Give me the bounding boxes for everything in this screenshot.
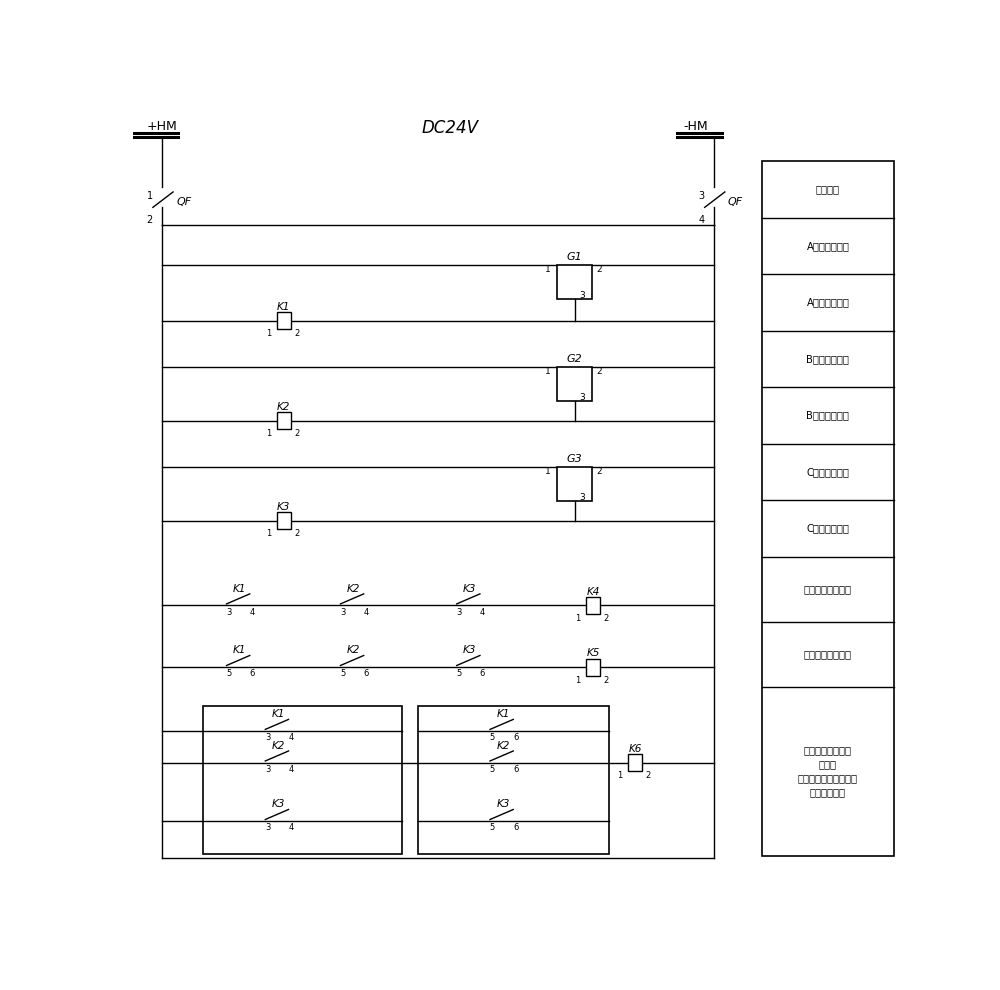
Text: B相距离传感器: B相距离传感器 bbox=[806, 354, 849, 364]
Bar bbox=[557, 265, 592, 299]
Text: DC24V: DC24V bbox=[422, 119, 479, 137]
Text: 1: 1 bbox=[266, 530, 271, 539]
Text: 3: 3 bbox=[699, 191, 705, 201]
Text: C相位置继电器: C相位置继电器 bbox=[806, 524, 849, 534]
Text: 1: 1 bbox=[575, 614, 581, 623]
Text: K3: K3 bbox=[497, 799, 510, 809]
Bar bbox=[277, 412, 291, 429]
Text: 3: 3 bbox=[265, 734, 270, 742]
Text: 2: 2 bbox=[596, 467, 602, 476]
Text: 6: 6 bbox=[249, 669, 255, 678]
Text: -HM: -HM bbox=[683, 120, 708, 133]
Text: 4: 4 bbox=[249, 608, 255, 617]
Text: 5: 5 bbox=[340, 669, 345, 678]
Text: 3: 3 bbox=[265, 824, 270, 833]
Text: 4: 4 bbox=[699, 216, 705, 226]
Bar bbox=[277, 312, 291, 329]
Text: 2: 2 bbox=[645, 771, 650, 780]
Text: G1: G1 bbox=[567, 252, 582, 262]
Text: 三相分闸位继电器: 三相分闸位继电器 bbox=[804, 649, 852, 659]
Text: G3: G3 bbox=[567, 454, 582, 464]
Text: 6: 6 bbox=[363, 669, 369, 678]
Text: K1: K1 bbox=[233, 645, 246, 655]
Text: B相位置继电器: B相位置继电器 bbox=[806, 411, 849, 421]
Bar bbox=[628, 754, 642, 771]
Text: G2: G2 bbox=[567, 354, 582, 364]
Text: 1: 1 bbox=[266, 430, 271, 439]
Text: 1: 1 bbox=[575, 675, 581, 685]
Text: 2: 2 bbox=[603, 614, 608, 623]
Text: C相距离传感器: C相距离传感器 bbox=[806, 467, 849, 477]
Text: 5: 5 bbox=[490, 734, 495, 742]
Text: 2: 2 bbox=[294, 329, 299, 339]
Text: 2: 2 bbox=[603, 675, 608, 685]
Text: 6: 6 bbox=[513, 824, 518, 833]
Text: K4: K4 bbox=[586, 587, 600, 597]
Text: A相距离传感器: A相距离传感器 bbox=[806, 241, 849, 250]
Text: K3: K3 bbox=[463, 583, 477, 593]
Text: 4: 4 bbox=[363, 608, 369, 617]
Text: K3: K3 bbox=[277, 502, 291, 512]
Text: K1: K1 bbox=[233, 583, 246, 593]
Text: 2: 2 bbox=[596, 265, 602, 274]
Text: 5: 5 bbox=[490, 765, 495, 774]
Text: 6: 6 bbox=[513, 734, 518, 742]
Text: 3: 3 bbox=[265, 765, 270, 774]
Text: 5: 5 bbox=[226, 669, 231, 678]
Text: 3: 3 bbox=[579, 493, 585, 502]
Text: 2: 2 bbox=[596, 367, 602, 376]
Text: 2: 2 bbox=[294, 430, 299, 439]
Text: QF: QF bbox=[176, 197, 191, 207]
Bar bbox=[586, 597, 600, 614]
Bar bbox=[586, 658, 600, 675]
Text: 3: 3 bbox=[456, 608, 462, 617]
Text: 6: 6 bbox=[513, 765, 518, 774]
Text: 3: 3 bbox=[340, 608, 345, 617]
Bar bbox=[557, 366, 592, 401]
Text: K1: K1 bbox=[277, 302, 291, 312]
Text: K2: K2 bbox=[497, 741, 510, 750]
Text: 1: 1 bbox=[147, 191, 153, 201]
Text: 4: 4 bbox=[288, 734, 293, 742]
Text: 2: 2 bbox=[294, 530, 299, 539]
Bar bbox=[762, 161, 894, 856]
Text: QF: QF bbox=[728, 197, 743, 207]
Text: 1: 1 bbox=[545, 467, 550, 476]
Text: K3: K3 bbox=[272, 799, 285, 809]
Bar bbox=[557, 467, 592, 501]
Text: 直流空开: 直流空开 bbox=[816, 184, 840, 194]
Text: A相位置继电器: A相位置继电器 bbox=[806, 297, 849, 308]
Text: 5: 5 bbox=[456, 669, 462, 678]
Text: K3: K3 bbox=[463, 645, 477, 655]
Text: 三相合闸位继电器: 三相合闸位继电器 bbox=[804, 584, 852, 594]
Text: 3: 3 bbox=[226, 608, 232, 617]
Text: 1: 1 bbox=[266, 329, 271, 339]
Text: K1: K1 bbox=[497, 709, 510, 719]
Text: 传动机构故障监视
继电器
（隔离刀闸三相不一致
监视继电器）: 传动机构故障监视 继电器 （隔离刀闸三相不一致 监视继电器） bbox=[798, 745, 858, 798]
Text: 1: 1 bbox=[545, 265, 550, 274]
Text: +HM: +HM bbox=[147, 120, 177, 133]
Bar bbox=[418, 706, 609, 854]
Text: 6: 6 bbox=[480, 669, 485, 678]
Text: 3: 3 bbox=[579, 291, 585, 300]
Text: K5: K5 bbox=[586, 648, 600, 658]
Bar bbox=[202, 706, 402, 854]
Text: 4: 4 bbox=[480, 608, 485, 617]
Text: K6: K6 bbox=[628, 743, 642, 753]
Text: K2: K2 bbox=[347, 583, 360, 593]
Text: 4: 4 bbox=[288, 824, 293, 833]
Text: K2: K2 bbox=[347, 645, 360, 655]
Text: 2: 2 bbox=[147, 216, 153, 226]
Text: K2: K2 bbox=[272, 741, 285, 750]
Text: K2: K2 bbox=[277, 402, 291, 412]
Text: 4: 4 bbox=[288, 765, 293, 774]
Bar bbox=[277, 512, 291, 530]
Text: 1: 1 bbox=[617, 771, 623, 780]
Text: 3: 3 bbox=[579, 393, 585, 402]
Text: K1: K1 bbox=[272, 709, 285, 719]
Text: 1: 1 bbox=[545, 367, 550, 376]
Text: 5: 5 bbox=[490, 824, 495, 833]
